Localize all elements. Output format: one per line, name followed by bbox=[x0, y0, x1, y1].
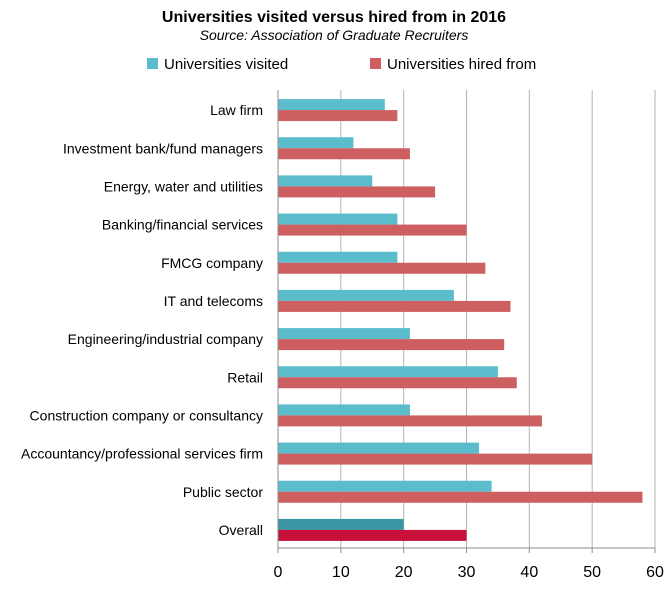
bar-visited bbox=[278, 518, 404, 530]
category-label: Public sector bbox=[183, 484, 263, 500]
category-label: Energy, water and utilities bbox=[104, 178, 263, 194]
bar-visited bbox=[278, 213, 398, 225]
bar-hired bbox=[278, 262, 486, 274]
bar-visited bbox=[278, 175, 373, 187]
category-label: Banking/financial services bbox=[102, 217, 263, 233]
bar-visited bbox=[278, 328, 410, 340]
bar-hired bbox=[278, 148, 410, 160]
legend-label-hired: Universities hired from bbox=[387, 56, 536, 73]
bar-visited bbox=[278, 99, 385, 111]
gridlines bbox=[340, 90, 656, 548]
x-tick-label: 10 bbox=[332, 564, 350, 581]
bar-hired bbox=[278, 377, 517, 389]
bars bbox=[278, 99, 643, 541]
x-tick-label: 20 bbox=[395, 564, 413, 581]
x-tick-label: 0 bbox=[274, 564, 283, 581]
bar-visited bbox=[278, 366, 498, 378]
legend-swatch-hired bbox=[370, 58, 381, 69]
category-label: FMCG company bbox=[161, 255, 263, 271]
x-axis-tick-labels: 0 10 20 30 40 50 60 bbox=[274, 548, 664, 581]
bar-hired bbox=[278, 224, 467, 236]
bar-hired bbox=[278, 110, 398, 122]
category-label: IT and telecoms bbox=[164, 293, 263, 309]
bar-hired bbox=[278, 415, 542, 427]
bar-visited bbox=[278, 442, 480, 454]
category-label: Construction company or consultancy bbox=[30, 407, 263, 423]
chart-subtitle: Source: Association of Graduate Recruite… bbox=[200, 27, 469, 43]
x-tick-label: 40 bbox=[520, 564, 538, 581]
category-label: Engineering/industrial company bbox=[68, 331, 263, 347]
category-label: Retail bbox=[227, 369, 263, 385]
bar-visited bbox=[278, 251, 398, 263]
chart-title: Universities visited versus hired from i… bbox=[162, 9, 506, 26]
category-label: Law firm bbox=[210, 102, 263, 118]
bar-visited bbox=[278, 404, 410, 416]
bar-hired bbox=[278, 300, 511, 312]
bar-visited bbox=[278, 289, 454, 301]
legend: Universities visited Universities hired … bbox=[147, 56, 536, 73]
x-tick-label: 50 bbox=[583, 564, 601, 581]
legend-swatch-visited bbox=[147, 58, 158, 69]
bar-hired bbox=[278, 529, 467, 541]
bar-hired bbox=[278, 491, 643, 503]
legend-label-visited: Universities visited bbox=[164, 56, 288, 73]
bar-hired bbox=[278, 186, 436, 198]
x-tick-label: 60 bbox=[646, 564, 664, 581]
x-tick-label: 30 bbox=[458, 564, 476, 581]
bar-hired bbox=[278, 453, 593, 465]
bar-hired bbox=[278, 339, 505, 351]
bar-visited bbox=[278, 137, 354, 149]
category-label: Accountancy/professional services firm bbox=[21, 446, 263, 462]
category-labels: Law firm Investment bank/fund managers Ene… bbox=[21, 102, 263, 538]
category-label: Overall bbox=[219, 522, 263, 538]
bar-visited bbox=[278, 480, 492, 492]
category-label: Investment bank/fund managers bbox=[63, 140, 263, 156]
